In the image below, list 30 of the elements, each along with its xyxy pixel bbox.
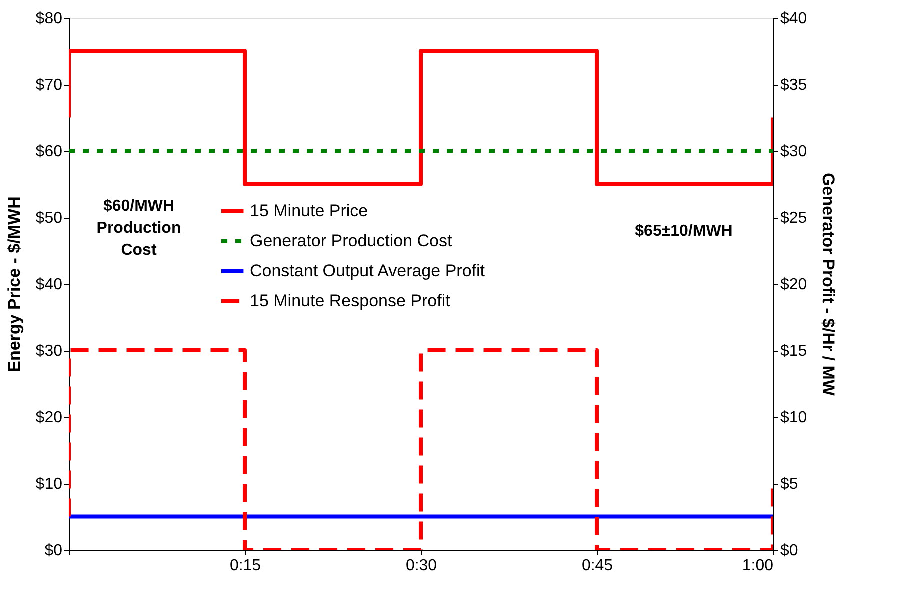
annotation: $60/MWH Production Cost (96, 198, 182, 259)
x-tick-label: 0:15 (230, 558, 262, 574)
y-tick-label: $10 (36, 476, 63, 493)
y-tick-label: $70 (36, 77, 63, 94)
legend-label: Constant Output Average Profit (250, 262, 486, 280)
y2-tick-label: $20 (780, 276, 808, 294)
legend-label: Generator Production Cost (250, 232, 452, 250)
x-tick-label: 0:45 (582, 558, 614, 574)
y-axis-title: Energy Price - $/MWH (4, 196, 24, 372)
y2-tick-label: $0 (780, 542, 798, 560)
y2-tick-label: $35 (780, 77, 808, 94)
legend-label: 15 Minute Response Profit (250, 292, 451, 310)
y-tick-label: $0 (44, 542, 63, 560)
legend-label: 15 Minute Price (250, 202, 368, 220)
y2-tick-label: $15 (780, 343, 808, 360)
y2-tick-label: $5 (780, 476, 798, 493)
y2-tick-label: $40 (780, 10, 808, 28)
y2-tick-label: $25 (780, 210, 808, 227)
y-tick-label: $80 (36, 10, 63, 28)
y-tick-label: $20 (36, 410, 63, 426)
y-tick-label: $50 (36, 210, 63, 227)
y2-axis-title: Generator Profit - $/Hr / MW (819, 173, 838, 397)
annotation: $65±10/MWH (635, 223, 733, 240)
y-tick-label: $40 (36, 276, 63, 294)
x-tick-label: 1:00 (742, 558, 774, 574)
y-tick-label: $30 (36, 343, 63, 360)
y2-tick-label: $30 (780, 144, 808, 160)
x-tick-label: 0:30 (406, 558, 438, 574)
y2-tick-label: $10 (780, 410, 808, 426)
y-tick-label: $60 (36, 144, 63, 160)
